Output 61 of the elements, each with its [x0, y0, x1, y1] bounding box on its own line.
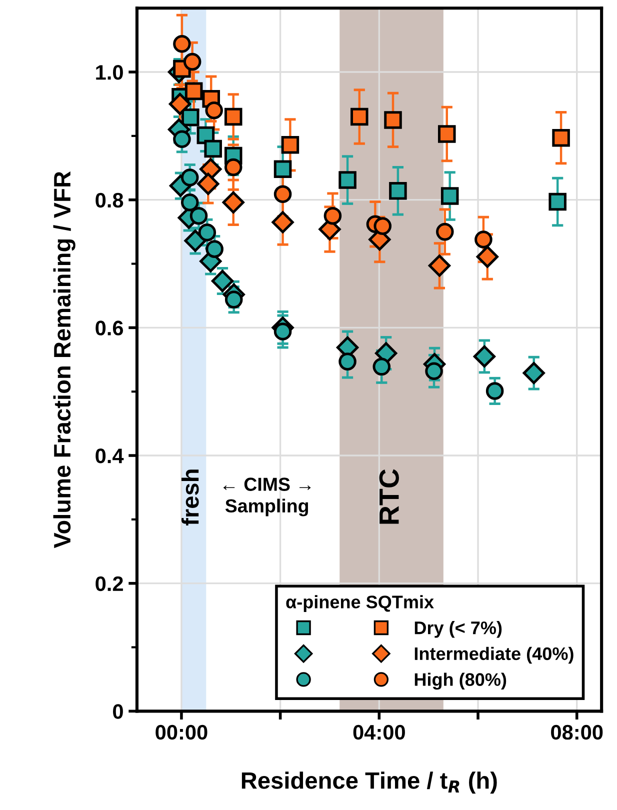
- point: [197, 172, 220, 195]
- legend-label: High (80%): [414, 672, 506, 690]
- point: [222, 191, 244, 214]
- legend-label: Intermediate (40%): [414, 646, 574, 664]
- x-tick-label: 00:00: [156, 724, 208, 740]
- point: [198, 224, 216, 242]
- y-tick-label: 0.4: [96, 448, 124, 464]
- point: [338, 352, 356, 370]
- x-axis-title: Residence Time / t$_{R}$ (h): [242, 772, 497, 794]
- point: [552, 128, 570, 147]
- point: [338, 171, 356, 189]
- point: [473, 345, 496, 368]
- point: [372, 358, 391, 376]
- point: [436, 222, 454, 241]
- legend-title: α-pinene SQTmix: [286, 595, 434, 612]
- point: [274, 322, 292, 340]
- point: [181, 108, 200, 126]
- point: [224, 108, 242, 126]
- point: [384, 111, 402, 129]
- point: [183, 52, 202, 71]
- point: [205, 101, 223, 120]
- point: [522, 362, 545, 384]
- point: [272, 211, 294, 234]
- point: [350, 108, 368, 126]
- point: [476, 246, 498, 268]
- point: [224, 158, 242, 176]
- point: [274, 185, 292, 203]
- point: [425, 362, 443, 380]
- point: [274, 160, 292, 178]
- point: [173, 130, 191, 148]
- point: [180, 194, 199, 212]
- point: [438, 125, 456, 143]
- point: [204, 140, 222, 158]
- annotation: ← CIMS → Sampling: [223, 478, 311, 516]
- point: [190, 206, 208, 225]
- x-tick-label: 04:00: [353, 724, 405, 740]
- y-tick-label: 1.0: [96, 65, 123, 80]
- point: [374, 217, 392, 235]
- point: [389, 182, 407, 200]
- point: [548, 192, 566, 211]
- legend-label: Dry (< 7%): [414, 620, 502, 638]
- y-tick-label: 0.6: [96, 320, 124, 336]
- point: [281, 136, 300, 154]
- band-label: RTC: [379, 469, 399, 524]
- y-axis-title: Volume Fraction Remaining / VFR: [53, 171, 76, 548]
- y-tick-label: 0: [113, 704, 123, 719]
- point: [224, 290, 243, 308]
- band-label: fresh: [181, 470, 199, 526]
- y-tick-label: 0.2: [96, 576, 123, 592]
- point: [324, 206, 342, 225]
- y-tick-label: 0.8: [96, 192, 124, 208]
- point: [474, 230, 492, 248]
- point: [211, 270, 234, 292]
- point: [486, 382, 504, 400]
- x-tick-label: 08:00: [551, 724, 603, 740]
- point: [440, 187, 459, 205]
- point: [168, 92, 192, 116]
- point: [184, 82, 203, 100]
- point: [428, 254, 451, 277]
- point: [173, 35, 191, 53]
- point: [180, 168, 199, 186]
